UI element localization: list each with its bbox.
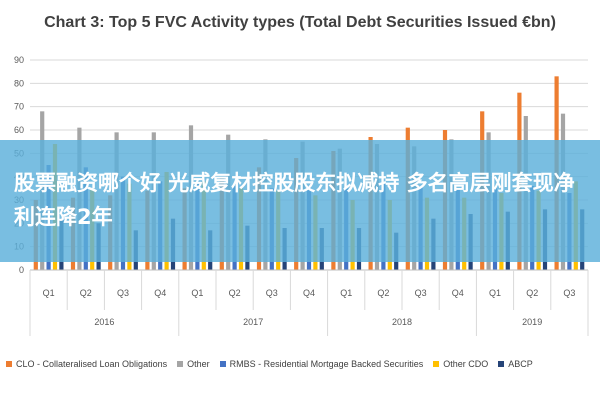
x-tick-label: Q4	[303, 288, 315, 298]
x-tick-label: Q4	[154, 288, 166, 298]
headline-banner: 股票融资哪个好 光威复材控股股东拟减持 多名高层刚套现净利连降2年	[0, 140, 600, 262]
legend-item: ABCP	[498, 359, 533, 369]
legend-item: Other	[177, 359, 210, 369]
legend-label: Other CDO	[443, 359, 489, 369]
legend-swatch	[6, 361, 12, 367]
legend-item: RMBS - Residential Mortgage Backed Secur…	[219, 359, 424, 369]
chart-title: Chart 3: Top 5 FVC Activity types (Total…	[44, 14, 556, 31]
y-tick-label: 80	[14, 78, 24, 88]
x-tick-label: Q3	[266, 288, 278, 298]
legend-swatch	[433, 361, 440, 367]
y-tick-label: 70	[14, 102, 24, 112]
x-tick-label: Q1	[191, 288, 203, 298]
x-tick-label: Q3	[117, 288, 129, 298]
x-tick-label: Q1	[43, 288, 55, 298]
legend-label: ABCP	[508, 359, 533, 369]
legend-label: Other	[187, 359, 210, 369]
x-tick-label: Q3	[415, 288, 427, 298]
legend-label: CLO - Collateralised Loan Obligations	[16, 359, 168, 369]
x-tick-label: Q3	[563, 288, 575, 298]
group-label: 2019	[522, 317, 542, 327]
legend-swatch	[498, 361, 505, 367]
y-tick-label: 90	[14, 55, 24, 65]
legend-item: CLO - Collateralised Loan Obligations	[6, 359, 167, 369]
x-tick-label: Q2	[229, 288, 241, 298]
legend-swatch	[177, 361, 184, 367]
group-label: 2018	[392, 317, 412, 327]
chart-legend: CLO - Collateralised Loan Obligations Oth…	[6, 354, 598, 374]
y-tick-label: 60	[14, 125, 24, 135]
x-tick-label: Q4	[452, 288, 464, 298]
group-label: 2017	[243, 317, 263, 327]
y-tick-label: 0	[19, 265, 24, 275]
banner-headline: 股票融资哪个好 光威复材控股股东拟减持 多名高层刚套现净利连降2年	[14, 171, 575, 229]
group-label: 2016	[94, 317, 114, 327]
x-tick-label: Q2	[377, 288, 389, 298]
legend-label: RMBS - Residential Mortgage Backed Secur…	[229, 359, 424, 369]
x-tick-label: Q2	[80, 288, 92, 298]
legend-item: Other CDO	[433, 359, 488, 369]
x-tick-label: Q1	[489, 288, 501, 298]
x-tick-label: Q1	[340, 288, 352, 298]
x-tick-label: Q2	[526, 288, 538, 298]
legend-swatch	[219, 361, 226, 367]
